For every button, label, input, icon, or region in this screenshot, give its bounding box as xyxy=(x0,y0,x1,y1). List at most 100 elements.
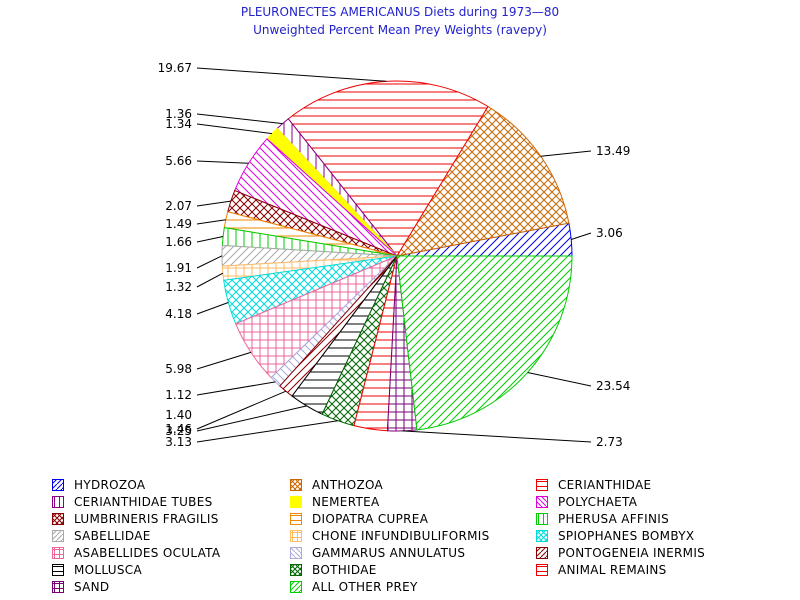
legend-label: MOLLUSCA xyxy=(74,563,142,577)
legend-item-sand: SAND xyxy=(52,579,109,595)
legend-swatch xyxy=(52,479,64,491)
legend-item-bothidae: BOTHIDAE xyxy=(290,562,377,578)
legend-label: GAMMARUS ANNULATUS xyxy=(312,546,466,560)
data-label-asabellides-oculata: 5.98 xyxy=(165,362,192,376)
legend-item-hydrozoa: HYDROZOA xyxy=(52,477,145,493)
leader-line-sabellidae xyxy=(196,255,223,269)
legend-label: ANIMAL REMAINS xyxy=(558,563,667,577)
legend-label: DIOPATRA CUPREA xyxy=(312,512,429,526)
legend-swatch xyxy=(536,479,548,491)
legend-swatch xyxy=(290,479,302,491)
data-label-lumbrineris-fragilis: 2.07 xyxy=(165,199,192,213)
legend-swatch xyxy=(52,581,64,593)
data-label-gammarus-annulatus: 1.12 xyxy=(165,388,192,402)
legend-swatch xyxy=(536,530,548,542)
legend-swatch xyxy=(52,564,64,576)
legend-item-mollusca: MOLLUSCA xyxy=(52,562,142,578)
leader-line-cerianthidae xyxy=(196,67,387,82)
data-label-pontogeneia-inermis: 1.46 xyxy=(165,422,192,436)
data-label-pherusa-affinis: 1.66 xyxy=(165,235,192,249)
legend-item-asabellides-oculata: ASABELLIDES OCULATA xyxy=(52,545,220,561)
legend-label: SPIOPHANES BOMBYX xyxy=(558,529,695,543)
legend-item-nemertea: NEMERTEA xyxy=(290,494,379,510)
legend-label: CERIANTHIDAE TUBES xyxy=(74,495,213,509)
legend-item-cerianthidae-tubes: CERIANTHIDAE TUBES xyxy=(52,494,213,510)
legend-item-spiophanes-bombyx: SPIOPHANES BOMBYX xyxy=(536,528,694,544)
data-label-cerianthidae-tubes: 1.36 xyxy=(165,107,192,121)
leader-line-spiophanes-bombyx xyxy=(196,302,229,315)
legend-swatch xyxy=(52,547,64,559)
pie-slice-anthozoa xyxy=(395,105,570,257)
legend-swatch xyxy=(536,496,548,508)
legend-swatch xyxy=(536,513,548,525)
legend-swatch xyxy=(290,496,302,508)
legend-swatch xyxy=(290,547,302,559)
legend-swatch xyxy=(290,513,302,525)
leader-line-polychaeta xyxy=(196,160,249,164)
leader-line-all-other-prey xyxy=(527,372,592,387)
pie-slice-cerianthidae xyxy=(287,80,489,257)
pie-slice-all-other-prey xyxy=(396,255,573,431)
legend-item-gammarus-annulatus: GAMMARUS ANNULATUS xyxy=(290,545,465,561)
data-label-diopatra-cuprea: 1.49 xyxy=(165,217,192,231)
legend-item-all-other-prey: ALL OTHER PREY xyxy=(290,579,418,595)
data-label-sand: 2.73 xyxy=(596,435,623,449)
data-label-all-other-prey: 23.54 xyxy=(596,379,630,393)
legend-item-diopatra-cuprea: DIOPATRA CUPREA xyxy=(290,511,428,527)
legend-item-chone-infundibuliformis: CHONE INFUNDIBULIFORMIS xyxy=(290,528,490,544)
legend-swatch xyxy=(52,496,64,508)
leader-line-chone-infundibuliformis xyxy=(196,272,224,288)
legend-item-polychaeta: POLYCHAETA xyxy=(536,494,637,510)
legend-label: NEMERTEA xyxy=(312,495,380,509)
data-label-spiophanes-bombyx: 4.18 xyxy=(165,307,192,321)
data-label-polychaeta: 5.66 xyxy=(165,154,192,168)
leader-line-asabellides-oculata xyxy=(196,351,252,370)
legend-item-animal-remains: ANIMAL REMAINS xyxy=(536,562,667,578)
data-label-bothidae: 3.13 xyxy=(165,435,192,449)
legend-item-anthozoa: ANTHOZOA xyxy=(290,477,383,493)
leader-line-anthozoa xyxy=(540,150,592,157)
leader-line-cerianthidae-tubes xyxy=(196,113,283,125)
leader-line-nemertea xyxy=(196,123,273,135)
legend-label: POLYCHAETA xyxy=(558,495,638,509)
legend-label: BOTHIDAE xyxy=(312,563,377,577)
data-label-mollusca: 3.25 xyxy=(165,424,192,438)
legend-swatch xyxy=(52,513,64,525)
legend-swatch xyxy=(290,530,302,542)
data-label-nemertea: 1.34 xyxy=(165,117,192,131)
legend-label: ASABELLIDES OCULATA xyxy=(74,546,221,560)
chart-subtitle: Unweighted Percent Mean Prey Weights (ra… xyxy=(253,23,547,37)
chart-legend: HYDROZOA ANTHOZOA CERIANTHIDAE CERIANTHIDAE… xyxy=(52,477,792,597)
extra-data-label: 1.40 xyxy=(165,408,192,422)
legend-item-pontogeneia-inermis: PONTOGENEIA INERMIS xyxy=(536,545,705,561)
leader-line-diopatra-cuprea xyxy=(196,219,226,225)
legend-swatch xyxy=(290,581,302,593)
data-label-chone-infundibuliformis: 1.32 xyxy=(165,280,192,294)
leader-line-pontogeneia-inermis xyxy=(196,390,287,430)
legend-swatch xyxy=(290,564,302,576)
legend-swatch xyxy=(536,564,548,576)
legend-label: SABELLIDAE xyxy=(74,529,151,543)
legend-item-pherusa-affinis: PHERUSA AFFINIS xyxy=(536,511,669,527)
leader-line-hydrozoa xyxy=(571,232,592,240)
legend-label: LUMBRINERIS FRAGILIS xyxy=(74,512,219,526)
leader-line-lumbrineris-fragilis xyxy=(196,200,231,207)
data-label-hydrozoa: 3.06 xyxy=(596,226,623,240)
legend-swatch xyxy=(52,530,64,542)
legend-label: ALL OTHER PREY xyxy=(312,580,418,594)
leader-line-pherusa-affinis xyxy=(196,236,224,243)
data-label-sabellidae: 1.91 xyxy=(165,261,192,275)
legend-swatch xyxy=(536,547,548,559)
legend-label: PONTOGENEIA INERMIS xyxy=(558,546,706,560)
legend-label: CERIANTHIDAE xyxy=(558,478,652,492)
legend-label: SAND xyxy=(74,580,110,594)
legend-item-lumbrineris-fragilis: LUMBRINERIS FRAGILIS xyxy=(52,511,219,527)
data-label-cerianthidae: 19.67 xyxy=(158,61,192,75)
legend-item-sabellidae: SABELLIDAE xyxy=(52,528,151,544)
legend-item-cerianthidae: CERIANTHIDAE xyxy=(536,477,651,493)
data-label-anthozoa: 13.49 xyxy=(596,144,630,158)
chart-title: PLEURONECTES AMERICANUS Diets during 197… xyxy=(240,5,560,19)
legend-label: PHERUSA AFFINIS xyxy=(558,512,670,526)
leader-line-sand xyxy=(402,430,592,443)
